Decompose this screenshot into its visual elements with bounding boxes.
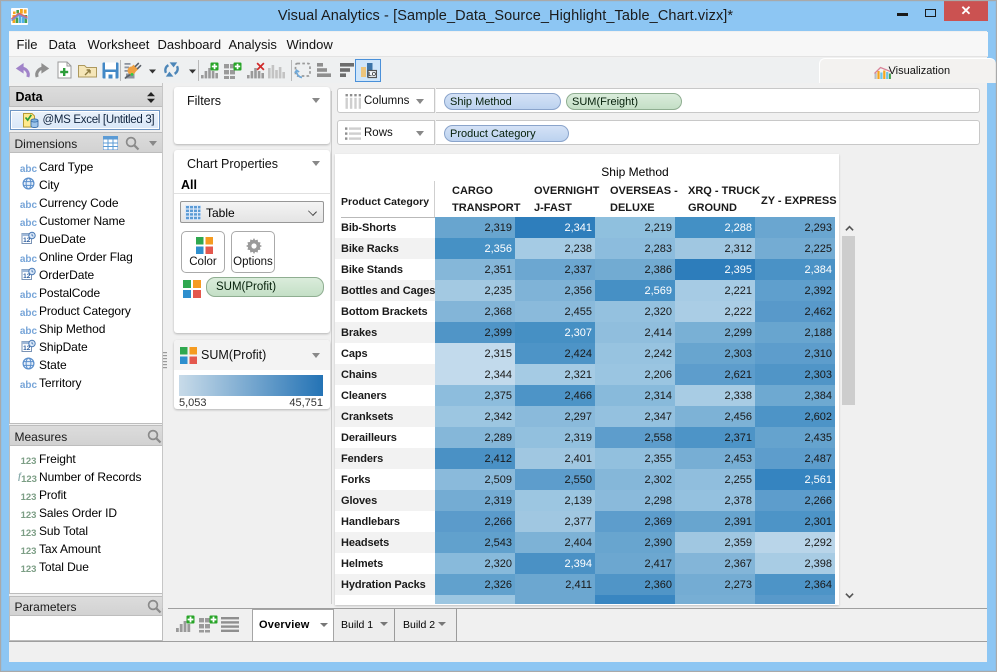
svg-text:LO: LO [368, 72, 376, 78]
svg-text:12: 12 [23, 273, 31, 280]
svg-text:12: 12 [23, 345, 31, 352]
svg-text:12: 12 [23, 237, 31, 244]
